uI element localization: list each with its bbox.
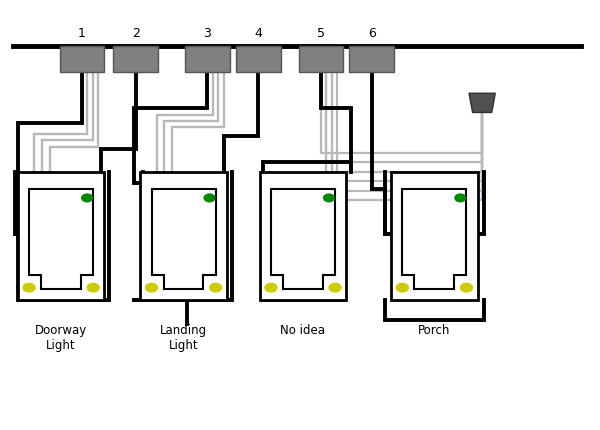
Text: Porch: Porch [418, 324, 451, 337]
Polygon shape [152, 189, 215, 289]
Polygon shape [260, 172, 346, 301]
Text: 5: 5 [317, 27, 325, 40]
Circle shape [146, 283, 157, 292]
Text: Landing
Light: Landing Light [160, 324, 207, 352]
Polygon shape [29, 189, 93, 289]
Text: 2: 2 [132, 27, 140, 40]
Text: 4: 4 [254, 27, 262, 40]
Text: No idea: No idea [280, 324, 325, 337]
Circle shape [265, 283, 277, 292]
Text: Doorway
Light: Doorway Light [35, 324, 87, 352]
FancyBboxPatch shape [113, 46, 158, 72]
Circle shape [460, 283, 472, 292]
Circle shape [209, 283, 221, 292]
FancyBboxPatch shape [59, 46, 104, 72]
Circle shape [455, 194, 466, 202]
FancyBboxPatch shape [185, 46, 230, 72]
Text: 1: 1 [78, 27, 86, 40]
Circle shape [204, 194, 215, 202]
Text: 6: 6 [368, 27, 376, 40]
Circle shape [23, 283, 35, 292]
FancyBboxPatch shape [299, 46, 343, 72]
Circle shape [323, 194, 334, 202]
Polygon shape [391, 172, 478, 301]
FancyBboxPatch shape [236, 46, 281, 72]
Circle shape [329, 283, 341, 292]
Polygon shape [271, 189, 335, 289]
Text: 3: 3 [203, 27, 211, 40]
Circle shape [82, 194, 92, 202]
Circle shape [397, 283, 409, 292]
Polygon shape [18, 172, 104, 301]
Polygon shape [140, 172, 227, 301]
Polygon shape [469, 93, 495, 113]
FancyBboxPatch shape [349, 46, 394, 72]
Circle shape [87, 283, 99, 292]
Polygon shape [403, 189, 466, 289]
